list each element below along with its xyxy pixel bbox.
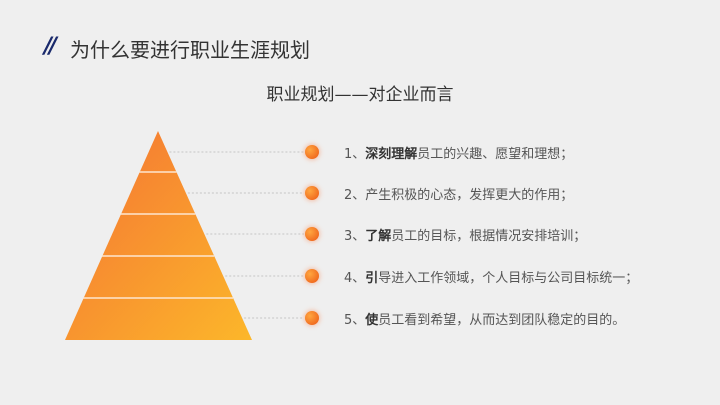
page-title: 为什么要进行职业生涯规划	[70, 38, 310, 62]
item-number: 2、	[344, 188, 366, 203]
item-text: 导进入工作领域，个人目标与公司目标统一；	[378, 271, 639, 286]
item-number: 3、	[344, 229, 366, 244]
item-text: 员工的兴趣、愿望和理想；	[417, 147, 574, 162]
item-number: 1、	[344, 147, 366, 162]
bullet-dot-icon	[305, 311, 319, 325]
list-item: 3、了解员工的目标，根据情况安排培训；	[344, 225, 586, 244]
list-item: 5、使员工看到希望，从而达到团队稳定的目的。	[344, 309, 625, 328]
item-text: 员工的目标，根据情况安排培训；	[391, 229, 587, 244]
item-keyword: 使	[365, 313, 379, 328]
list-item: 1、深刻理解员工的兴趣、愿望和理想；	[344, 143, 573, 162]
item-number: 4、	[344, 271, 366, 286]
item-text: 产生积极的心态，发挥更大的作用；	[365, 188, 574, 203]
title-accent-mark: //	[44, 34, 57, 59]
item-keyword: 深刻理解	[365, 147, 418, 162]
bullet-dot-icon	[305, 145, 319, 159]
bullet-dot-icon	[305, 269, 319, 283]
section-subtitle: 职业规划——对企业而言	[266, 85, 454, 105]
item-keyword: 了解	[365, 229, 392, 244]
list-item: 4、引导进入工作领域，个人目标与公司目标统一；	[344, 267, 638, 286]
item-text: 员工看到希望，从而达到团队稳定的目的。	[378, 313, 626, 328]
list-item: 2、产生积极的心态，发挥更大的作用；	[344, 184, 573, 203]
pyramid-shape	[65, 131, 252, 340]
item-keyword: 引	[365, 271, 379, 286]
bullet-dot-icon	[305, 186, 319, 200]
bullet-dot-icon	[305, 227, 319, 241]
item-number: 5、	[344, 313, 366, 328]
